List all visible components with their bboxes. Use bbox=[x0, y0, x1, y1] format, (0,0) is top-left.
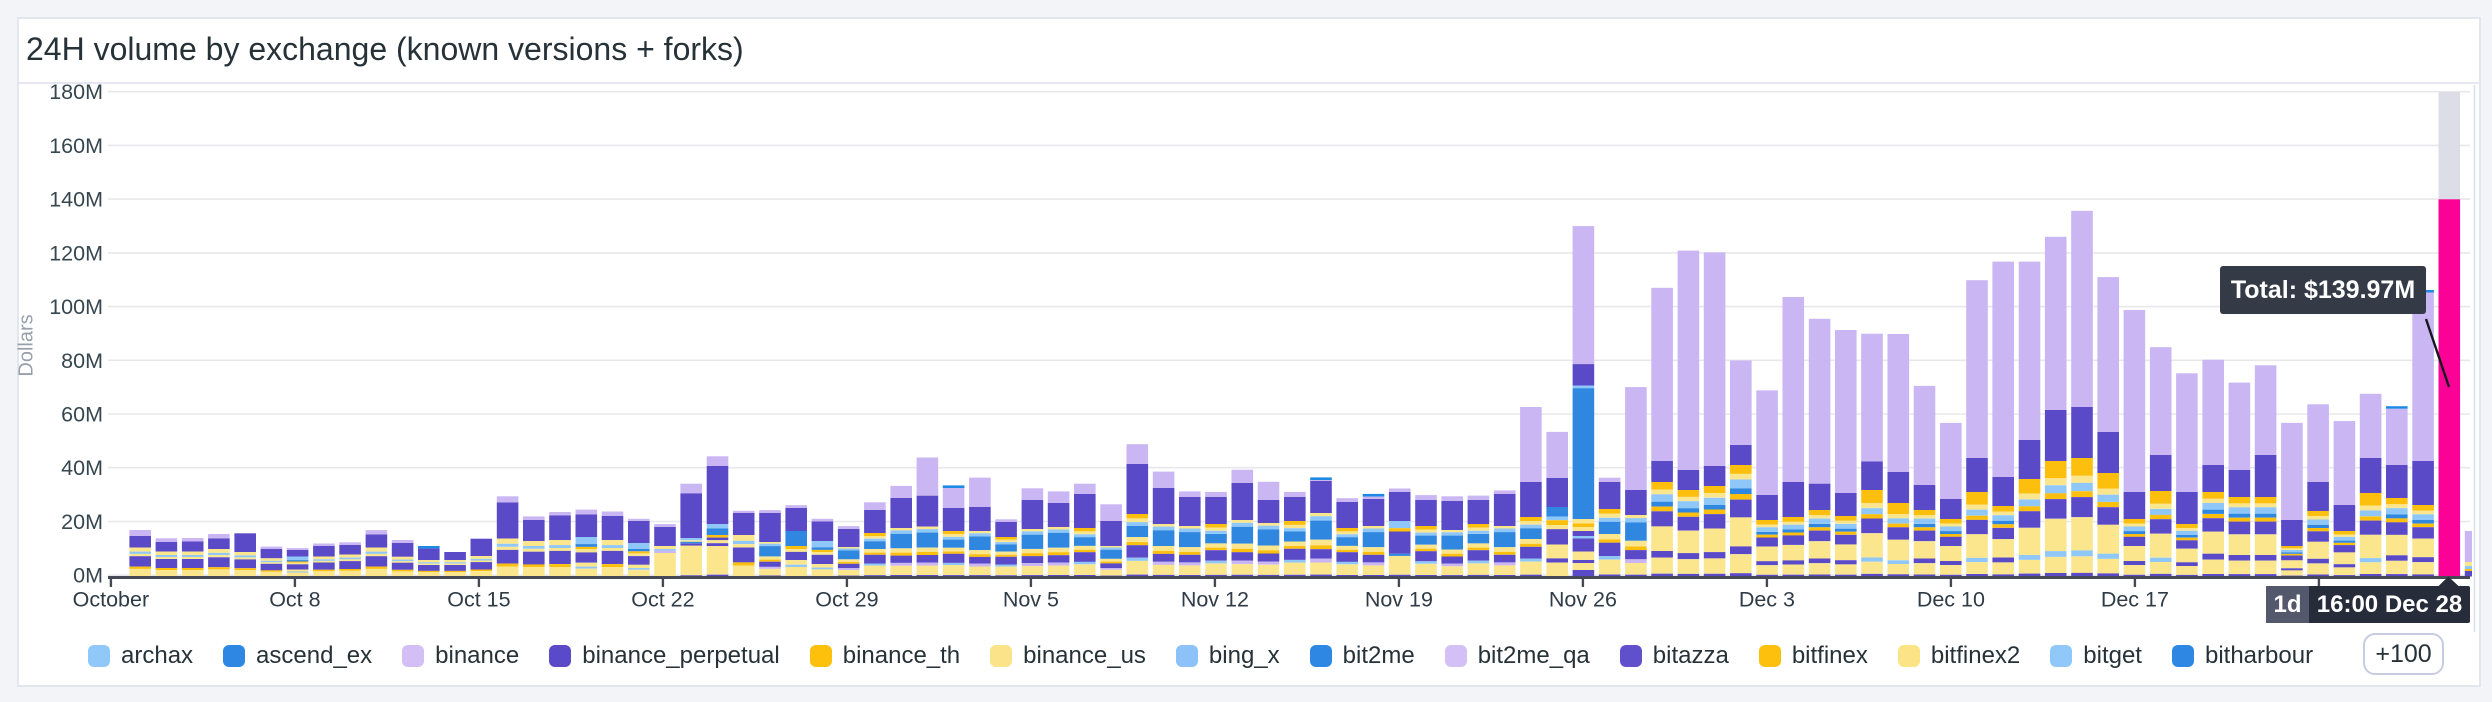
svg-text:Nov 26: Nov 26 bbox=[1549, 588, 1617, 612]
svg-text:120M: 120M bbox=[49, 241, 103, 265]
svg-text:Dec 17: Dec 17 bbox=[2101, 588, 2169, 612]
svg-text:80M: 80M bbox=[61, 349, 103, 373]
svg-text:20M: 20M bbox=[61, 510, 103, 534]
svg-text:Oct 22: Oct 22 bbox=[631, 588, 694, 612]
svg-text:0M: 0M bbox=[73, 564, 103, 588]
svg-text:Nov 5: Nov 5 bbox=[1003, 588, 1059, 612]
svg-text:100M: 100M bbox=[49, 295, 103, 319]
svg-text:Nov 19: Nov 19 bbox=[1365, 588, 1433, 612]
svg-text:Oct 29: Oct 29 bbox=[815, 588, 878, 612]
svg-text:180M: 180M bbox=[49, 80, 103, 104]
svg-text:Oct 8: Oct 8 bbox=[269, 588, 320, 612]
svg-text:Nov 12: Nov 12 bbox=[1181, 588, 1249, 612]
svg-text:160M: 160M bbox=[49, 134, 103, 158]
svg-text:Oct 15: Oct 15 bbox=[447, 588, 510, 612]
svg-text:60M: 60M bbox=[61, 403, 103, 427]
svg-text:Dec 3: Dec 3 bbox=[1739, 588, 1795, 612]
svg-text:Dec 10: Dec 10 bbox=[1917, 588, 1985, 612]
svg-text:October: October bbox=[73, 588, 149, 612]
svg-text:40M: 40M bbox=[61, 456, 103, 480]
svg-text:140M: 140M bbox=[49, 188, 103, 212]
